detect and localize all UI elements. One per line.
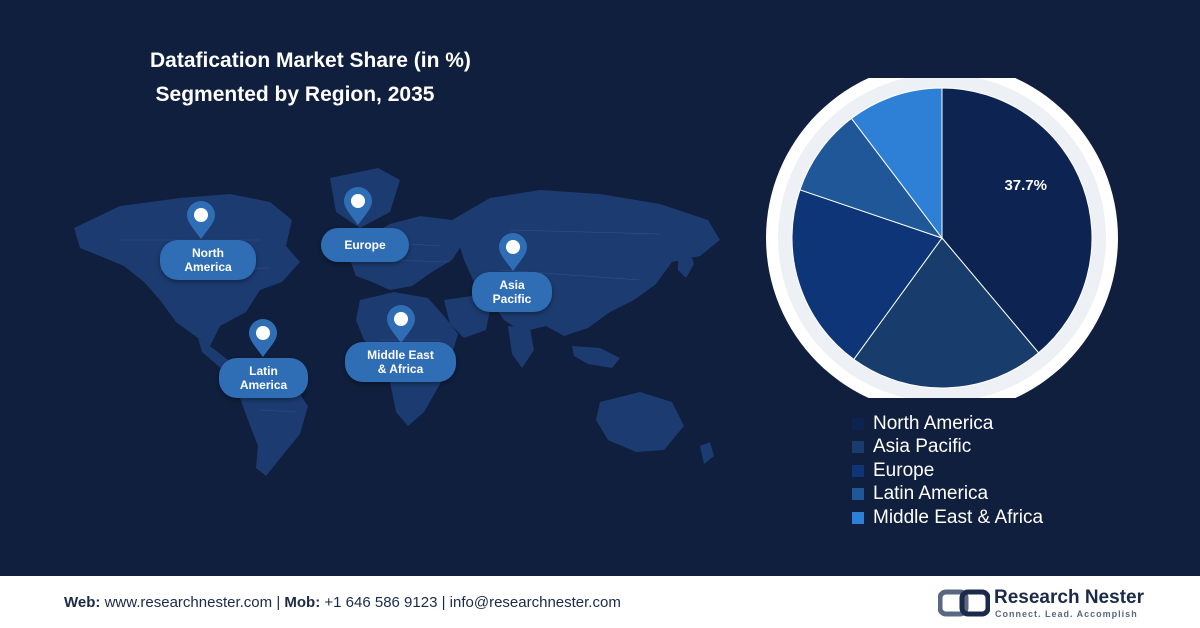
email-value[interactable]: info@researchnester.com xyxy=(449,594,621,611)
map-label-middle-east-africa-text: Middle East & Africa xyxy=(367,348,434,376)
logo-name: Research Nester xyxy=(994,587,1144,608)
map-label-latin-america: Latin America xyxy=(219,358,308,398)
legend-label: North America xyxy=(873,412,994,434)
legend-label: Latin America xyxy=(873,483,989,505)
legend-label: Asia Pacific xyxy=(873,436,972,458)
mob-label: Mob: xyxy=(284,594,321,611)
legend-label: Europe xyxy=(873,459,935,481)
contact-line: Web: www.researchnester.com | Mob: +1 64… xyxy=(64,594,621,611)
pie-chart: 37.7% xyxy=(766,78,1118,398)
map-southeast-asia xyxy=(572,346,620,368)
asia-pacific-pin-icon xyxy=(499,233,527,271)
map-label-north-america-text: North America xyxy=(184,246,232,274)
research-nester-logo: Research Nester Connect. Lead. Accomplis… xyxy=(937,586,1148,622)
legend-swatch xyxy=(852,488,864,501)
map-label-latin-america-text: Latin America xyxy=(239,364,288,392)
pie-slice-asia-pacific xyxy=(853,237,1040,389)
map-india xyxy=(508,326,534,368)
map-new-zealand xyxy=(700,442,714,464)
mob-value: +1 646 586 9123 xyxy=(324,594,438,611)
pie-slice-north-america xyxy=(941,87,1093,354)
map-label-middle-east-africa: Middle East & Africa xyxy=(345,342,456,382)
europe-pin-icon xyxy=(344,187,372,225)
map-label-europe-text: Europe xyxy=(344,238,386,252)
title-line-1: Datafication Market Share (in %) xyxy=(150,49,471,72)
logo-mark-icon xyxy=(937,589,991,617)
legend-swatch xyxy=(852,464,864,477)
pie-slice-europe xyxy=(791,189,943,361)
middle-east-africa-pin-icon xyxy=(387,305,415,343)
map-japan xyxy=(678,246,694,278)
chart-title: Datafication Market Share (in %) Segment… xyxy=(150,44,471,112)
map-label-europe: Europe xyxy=(321,228,409,262)
map-label-north-america: North America xyxy=(160,240,256,280)
map-australia xyxy=(596,392,684,452)
latin-america-pin-icon xyxy=(249,319,277,357)
legend-label: Middle East & Africa xyxy=(873,506,1044,528)
main-panel: Datafication Market Share (in %) Segment… xyxy=(74,44,1118,530)
map-south-america xyxy=(236,372,308,476)
map-label-asia-pacific-text: Asia Pacific xyxy=(492,278,532,306)
legend-item: Europe xyxy=(852,459,1043,483)
pie-data-label: 37.7% xyxy=(1004,177,1047,194)
legend-item: Latin America xyxy=(852,483,1043,507)
legend-item: North America xyxy=(852,412,1043,436)
title-line-2: Segmented by Region, 2035 xyxy=(155,83,435,106)
legend-item: Middle East & Africa xyxy=(852,506,1043,530)
map-label-asia-pacific: Asia Pacific xyxy=(472,272,552,312)
web-label: Web: xyxy=(64,594,101,611)
separator: | xyxy=(276,594,281,611)
pie-slice-latin-america xyxy=(799,117,944,239)
legend: North America Asia Pacific Europe Latin Ame… xyxy=(852,412,1043,530)
footer: Web: www.researchnester.com | Mob: +1 64… xyxy=(0,576,1200,628)
legend-item: Asia Pacific xyxy=(852,436,1043,460)
web-value[interactable]: www.researchnester.com xyxy=(104,594,273,611)
legend-swatch xyxy=(852,511,864,524)
pie-slice-middle-east-africa xyxy=(850,87,943,240)
legend-swatch xyxy=(852,441,864,454)
separator: | xyxy=(441,594,446,611)
legend-swatch xyxy=(852,417,864,430)
logo-tagline: Connect. Lead. Accomplish xyxy=(995,609,1138,619)
north-america-pin-icon xyxy=(187,201,215,239)
